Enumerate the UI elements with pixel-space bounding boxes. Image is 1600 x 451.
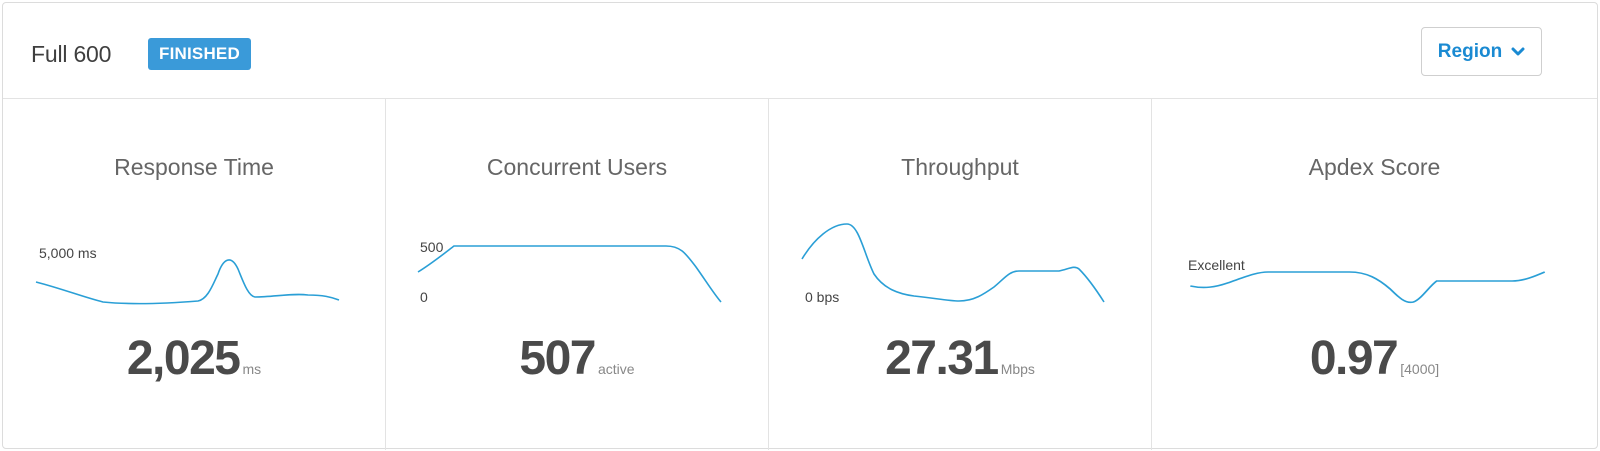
region-button-label: Region <box>1437 40 1503 62</box>
spark-axis-label-bottom: 0 <box>420 289 428 305</box>
metric-unit: [4000] <box>1400 361 1440 377</box>
metric-value: 2,025 <box>126 332 241 385</box>
metric-value: 507 <box>519 332 596 385</box>
chevron-down-icon <box>1511 47 1525 55</box>
metric-apdex-score[interactable]: Apdex Score Excellent 0.97 [4000] <box>1152 99 1597 450</box>
apdex-score-sparkline <box>1190 271 1546 304</box>
status-badge: FINISHED <box>148 38 251 70</box>
metric-unit: Mbps <box>1000 361 1035 377</box>
spark-axis-label-top: 500 <box>420 239 444 255</box>
panel-header: Full 600 FINISHED Region <box>3 3 1597 99</box>
metric-response-time[interactable]: Response Time 5,000 ms 2,025 ms <box>3 99 386 450</box>
metric-concurrent-users[interactable]: Concurrent Users 500 0 507 active <box>386 99 769 450</box>
metrics-row: Response Time 5,000 ms 2,025 ms Concurren… <box>3 99 1597 450</box>
metric-title: Throughput <box>901 154 1019 180</box>
metric-title: Concurrent Users <box>486 154 668 180</box>
spark-axis-label: 5,000 ms <box>39 245 97 261</box>
spark-axis-label: Excellent <box>1188 257 1245 273</box>
metric-value: 27.31 <box>885 332 999 385</box>
region-dropdown-button[interactable]: Region <box>1421 27 1542 76</box>
metric-title: Response Time <box>114 154 274 180</box>
metric-unit: active <box>598 361 635 377</box>
response-time-sparkline <box>35 259 340 305</box>
metric-throughput[interactable]: Throughput 0 bps 27.31 Mbps <box>769 99 1152 450</box>
metric-title: Apdex Score <box>1308 154 1441 180</box>
metric-unit: ms <box>242 361 262 377</box>
test-title: Full 600 <box>31 41 112 67</box>
metric-value: 0.97 <box>1309 332 1399 385</box>
concurrent-users-sparkline <box>417 245 722 303</box>
throughput-sparkline <box>801 223 1105 303</box>
spark-axis-label: 0 bps <box>805 289 840 305</box>
